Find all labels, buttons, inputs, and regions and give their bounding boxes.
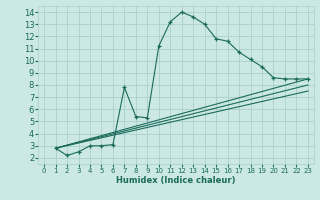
- X-axis label: Humidex (Indice chaleur): Humidex (Indice chaleur): [116, 176, 236, 185]
